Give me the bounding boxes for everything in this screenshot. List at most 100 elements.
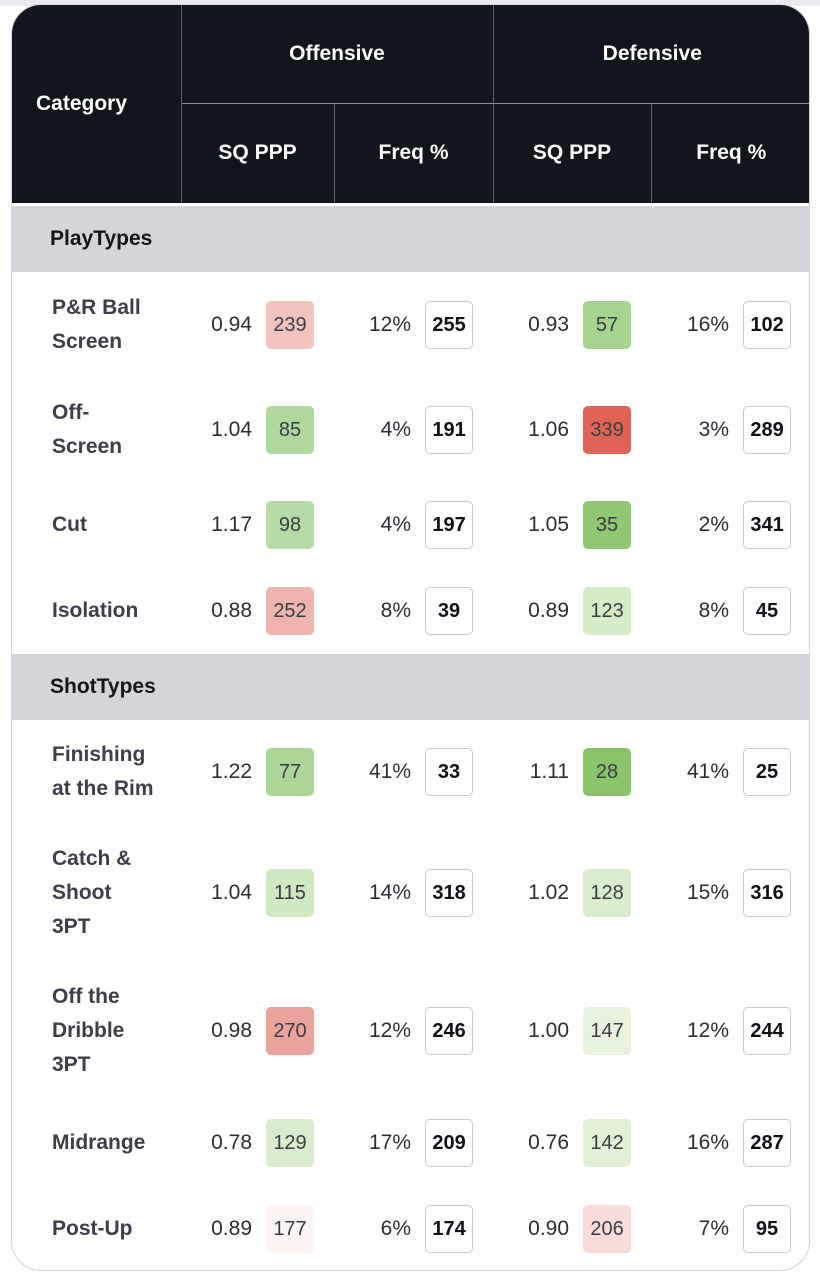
- row-label-line: Post-Up: [52, 1217, 133, 1240]
- def-freq-value: 8%: [698, 599, 730, 622]
- table-row: Finishing at the Rim 1.22 77 41% 33 1.11 28 41% 2…: [12, 720, 809, 824]
- def-sq-ppp-value: 0.90: [528, 1217, 570, 1240]
- off-sq-ppp-rank-badge: 85: [266, 406, 314, 454]
- off-sq-ppp-cell: 0.89 177: [181, 1186, 334, 1270]
- off-sq-ppp-value: 1.22: [211, 760, 252, 783]
- def-freq-value: 15%: [686, 881, 730, 904]
- row-label-line: at the Rim: [52, 777, 154, 800]
- table-body: PlayTypes P&R Ball Screen 0.94 239 12% 255 0.93…: [12, 206, 809, 1270]
- def-sq-ppp-value: 1.06: [528, 418, 570, 441]
- def-sq-ppp-cell: 0.89 123: [493, 568, 651, 654]
- row-label-line: Screen: [52, 330, 123, 353]
- table-row: Off the Dribble 3PT 0.98 270 12% 246 1.00 147 12%…: [12, 962, 809, 1100]
- def-freq-value: 3%: [698, 418, 730, 441]
- def-sq-ppp-cell: 0.76 142: [493, 1100, 651, 1186]
- def-freq-cell: 8% 45: [651, 568, 809, 654]
- row-label: P&R Ball Screen: [12, 272, 181, 378]
- section-row: PlayTypes: [12, 206, 809, 272]
- def-freq-rank-badge: 95: [743, 1205, 792, 1253]
- def-sq-ppp-cell: 1.11 28: [493, 720, 651, 824]
- table-row: Isolation 0.88 252 8% 39 0.89 123 8% 45: [12, 568, 809, 654]
- off-sq-ppp-rank-badge: 129: [266, 1119, 314, 1167]
- table-row: Off- Screen 1.04 85 4% 191 1.06 339 3% 289: [12, 378, 809, 482]
- off-freq-value: 14%: [368, 881, 412, 904]
- row-label-line: P&R Ball: [52, 296, 141, 319]
- off-sq-ppp-rank-badge: 177: [266, 1205, 314, 1253]
- def-freq-value: 41%: [686, 760, 730, 783]
- off-freq-rank-badge: 174: [425, 1205, 474, 1253]
- def-sq-ppp-rank-badge: 142: [583, 1119, 632, 1167]
- row-label: Catch & Shoot 3PT: [12, 824, 181, 962]
- row-label-line: Off the: [52, 985, 120, 1008]
- off-sq-ppp-header[interactable]: SQ PPP: [181, 103, 335, 203]
- def-freq-rank-badge: 341: [743, 501, 792, 549]
- off-freq-value: 6%: [380, 1217, 412, 1240]
- off-sq-ppp-value: 0.88: [211, 599, 252, 622]
- def-freq-value: 7%: [698, 1217, 730, 1240]
- def-freq-cell: 3% 289: [651, 378, 809, 482]
- header-gap: [12, 203, 809, 206]
- def-freq-cell: 12% 244: [651, 962, 809, 1100]
- off-sq-ppp-rank-badge: 239: [266, 301, 314, 349]
- row-label-line: Screen: [52, 435, 123, 458]
- off-sq-ppp-rank-badge: 77: [266, 748, 314, 796]
- def-freq-cell: 16% 102: [651, 272, 809, 378]
- def-freq-rank-badge: 316: [743, 869, 792, 917]
- off-sq-ppp-cell: 0.78 129: [181, 1100, 334, 1186]
- def-freq-rank-badge: 25: [743, 748, 792, 796]
- def-sq-ppp-cell: 0.93 57: [493, 272, 651, 378]
- off-sq-ppp-value: 0.78: [211, 1131, 252, 1154]
- def-sq-ppp-rank-badge: 57: [583, 301, 632, 349]
- def-sq-ppp-rank-badge: 35: [583, 501, 632, 549]
- section-title: ShotTypes: [12, 654, 809, 720]
- row-label: Finishing at the Rim: [12, 720, 181, 824]
- def-sq-ppp-header[interactable]: SQ PPP: [493, 103, 652, 203]
- table-header: Category Offensive Defensive SQ PPP Freq…: [12, 5, 809, 203]
- def-sq-ppp-rank-badge: 147: [583, 1007, 632, 1055]
- table-row: P&R Ball Screen 0.94 239 12% 255 0.93 57 16% 102: [12, 272, 809, 378]
- off-sq-ppp-value: 1.17: [211, 513, 252, 536]
- off-sq-ppp-cell: 0.88 252: [181, 568, 334, 654]
- defensive-group-header: Defensive: [493, 5, 809, 104]
- row-label-line: Shoot: [52, 881, 112, 904]
- off-freq-value: 41%: [368, 760, 412, 783]
- def-freq-rank-badge: 102: [743, 301, 792, 349]
- off-freq-header[interactable]: Freq %: [334, 103, 494, 203]
- def-sq-ppp-value: 0.76: [528, 1131, 570, 1154]
- off-sq-ppp-rank-badge: 252: [266, 587, 314, 635]
- off-freq-value: 12%: [368, 313, 412, 336]
- def-sq-ppp-value: 1.02: [528, 881, 570, 904]
- def-freq-cell: 41% 25: [651, 720, 809, 824]
- row-label-line: Finishing: [52, 743, 146, 766]
- off-freq-cell: 12% 255: [334, 272, 493, 378]
- def-freq-cell: 16% 287: [651, 1100, 809, 1186]
- def-freq-cell: 2% 341: [651, 482, 809, 568]
- def-sq-ppp-rank-badge: 339: [583, 406, 632, 454]
- off-freq-rank-badge: 191: [425, 406, 474, 454]
- off-freq-value: 17%: [368, 1131, 412, 1154]
- def-sq-ppp-cell: 1.06 339: [493, 378, 651, 482]
- off-sq-ppp-value: 0.94: [211, 313, 252, 336]
- def-sq-ppp-cell: 0.90 206: [493, 1186, 651, 1270]
- off-freq-rank-badge: 39: [425, 587, 474, 635]
- off-sq-ppp-cell: 1.17 98: [181, 482, 334, 568]
- off-sq-ppp-cell: 1.04 85: [181, 378, 334, 482]
- off-freq-rank-badge: 318: [425, 869, 474, 917]
- off-sq-ppp-value: 1.04: [211, 418, 252, 441]
- row-label-line: Catch &: [52, 847, 132, 870]
- def-sq-ppp-value: 1.05: [528, 513, 570, 536]
- def-freq-cell: 15% 316: [651, 824, 809, 962]
- off-sq-ppp-cell: 0.94 239: [181, 272, 334, 378]
- def-freq-value: 16%: [686, 1131, 730, 1154]
- def-freq-cell: 7% 95: [651, 1186, 809, 1270]
- off-freq-cell: 14% 318: [334, 824, 493, 962]
- off-freq-cell: 41% 33: [334, 720, 493, 824]
- def-freq-header[interactable]: Freq %: [651, 103, 809, 203]
- def-freq-rank-badge: 45: [743, 587, 792, 635]
- row-label-line: Cut: [52, 513, 87, 536]
- off-sq-ppp-value: 0.89: [211, 1217, 252, 1240]
- def-sq-ppp-cell: 1.05 35: [493, 482, 651, 568]
- def-sq-ppp-rank-badge: 28: [583, 748, 632, 796]
- category-header[interactable]: Category: [12, 5, 182, 203]
- off-freq-cell: 17% 209: [334, 1100, 493, 1186]
